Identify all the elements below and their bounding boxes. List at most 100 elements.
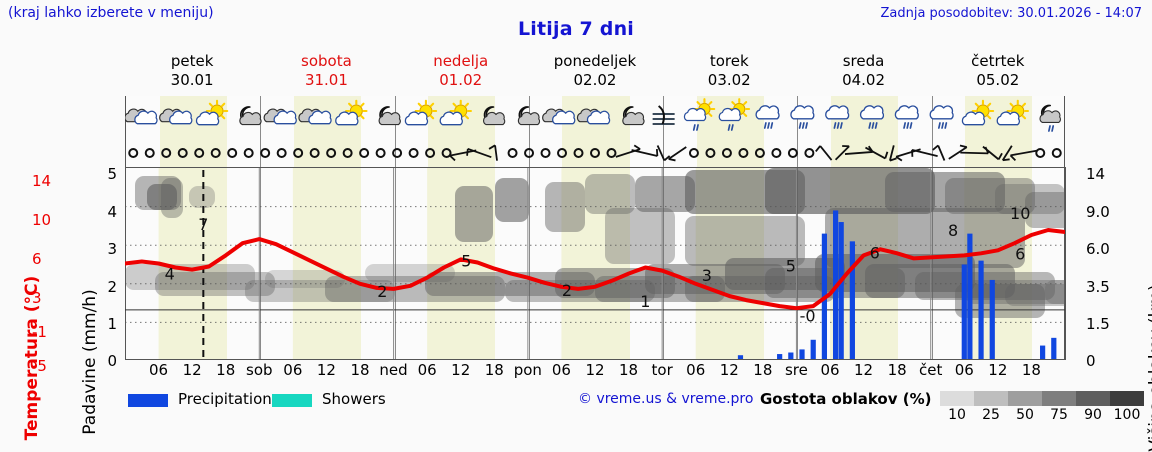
cloud-density-swatch — [1042, 391, 1076, 406]
wind-symbol-calm — [278, 149, 286, 157]
temperature-value-label: 1 — [640, 292, 650, 311]
cloudheight-tick: 0 — [1086, 352, 1096, 370]
wind-symbol-calm — [509, 149, 517, 157]
temperature-value-label: -0 — [800, 306, 816, 325]
wind-symbol-calm — [525, 149, 533, 157]
weather-icon-cloud-rain-moon — [1040, 105, 1060, 131]
copyright-text[interactable]: © vreme.us & vreme.pro — [578, 391, 753, 407]
precipitation-tick: 0 — [97, 352, 117, 370]
wind-symbol-calm — [311, 149, 319, 157]
x-tick-label: 18 — [1022, 361, 1041, 379]
day-name: ponedeljek — [528, 52, 662, 71]
temperature-value-label: 6 — [1015, 244, 1025, 263]
page-header: (kraj lahko izberete v meniju) Litija 7 … — [0, 0, 1152, 32]
weather-icon-cloud — [125, 109, 157, 124]
x-tick-label: sob — [246, 361, 273, 379]
weather-icon-cloud-rain — [895, 106, 918, 128]
wind-symbol-calm — [607, 149, 615, 157]
wind-symbol-calm — [162, 149, 170, 157]
temperature-value-label: 10 — [1010, 204, 1030, 223]
cloud-density-swatch — [940, 391, 974, 406]
wind-symbol-barb — [467, 149, 491, 157]
day-date: 31.01 — [259, 71, 393, 90]
precipitation-tick: 2 — [97, 278, 117, 296]
x-tick-label: sre — [785, 361, 808, 379]
wind-symbol-calm — [723, 149, 731, 157]
x-tick-label: 18 — [485, 361, 504, 379]
x-tick-label: 18 — [753, 361, 772, 379]
weather-icon-cloud-moon — [240, 107, 261, 125]
cloud-density-legend-title: Gostota oblakov (%) — [760, 390, 931, 408]
x-tick-label: 12 — [585, 361, 604, 379]
wind-symbol-calm — [228, 149, 236, 157]
precipitation-tick: 4 — [97, 203, 117, 221]
cloudheight-axis-title: Višina oblakov (km) — [1126, 168, 1152, 368]
wind-symbol-calm — [327, 149, 335, 157]
weather-icon-cloud-rain-sun — [684, 99, 714, 130]
x-tick-label: 06 — [149, 361, 168, 379]
x-tick-label: 06 — [283, 361, 302, 379]
chart-legend: Precipitation Showers © vreme.us & vreme… — [0, 388, 1152, 428]
wind-symbol-calm — [575, 149, 583, 157]
x-tick-label: 06 — [418, 361, 437, 379]
wind-symbol-calm — [426, 149, 434, 157]
wind-symbol-barb — [1003, 146, 1012, 161]
wind-symbol-calm — [410, 149, 418, 157]
cloud-density-swatch — [1076, 391, 1110, 406]
x-tick-label: pon — [514, 361, 542, 379]
page-title: Litija 7 dni — [0, 18, 1152, 40]
x-tick-label: 06 — [552, 361, 571, 379]
weather-icon-cloud-sun — [440, 101, 471, 125]
wind-symbol-calm — [690, 149, 698, 157]
wind-symbol-calm — [195, 149, 203, 157]
day-name: sobota — [259, 52, 393, 71]
wind-symbol-calm — [739, 149, 747, 157]
wind-symbol-barb — [669, 147, 687, 160]
temperature-axis-title: Temperatura (°C) — [2, 172, 28, 358]
temperature-tick: 14 — [32, 172, 51, 190]
weather-icon-cloud-moon — [484, 107, 505, 125]
last-update-text: Zadnja posodobitev: 30.01.2026 - 14:07 — [880, 6, 1142, 21]
x-tick-label: 06 — [955, 361, 974, 379]
wind-symbol-calm — [146, 149, 154, 157]
x-tick-label: 12 — [183, 361, 202, 379]
wind-symbol-calm — [212, 149, 220, 157]
day-name: torek — [662, 52, 796, 71]
weather-icon-cloud — [577, 109, 609, 124]
x-tick-label: 12 — [988, 361, 1007, 379]
wind-symbol-calm — [443, 149, 451, 157]
cloudheight-tick: 1.5 — [1086, 315, 1110, 333]
wind-symbol-calm — [805, 149, 813, 157]
wind-symbol-calm — [558, 149, 566, 157]
weather-icon-cloud-sun — [962, 101, 993, 125]
weather-icon-cloud-rain — [826, 106, 849, 128]
wind-symbol-calm — [789, 149, 797, 157]
cloud-density-tick: 50 — [1008, 407, 1042, 423]
cloud-density-tick: 100 — [1110, 407, 1144, 423]
weather-icon-cloud — [543, 109, 575, 124]
weather-icon-cloud-rain — [930, 106, 953, 128]
cloud-density-tick: 75 — [1042, 407, 1076, 423]
wind-symbol-barb — [890, 145, 897, 160]
day-name: sreda — [796, 52, 930, 71]
wind-symbol-calm — [179, 149, 187, 157]
precipitation-tick: 5 — [97, 165, 117, 183]
weather-icon-cloud-sun — [997, 101, 1028, 125]
day-date: 30.01 — [125, 71, 259, 90]
wind-symbol-barb — [632, 149, 658, 156]
x-tick-label: 12 — [720, 361, 739, 379]
day-name: petek — [125, 52, 259, 71]
weather-icon-cloud-sun — [197, 101, 228, 125]
temperature-tick: 10 — [32, 211, 51, 229]
weather-icon-cloud-rain — [756, 106, 779, 128]
wind-symbol-calm — [393, 149, 401, 157]
wind-symbol-barb — [912, 150, 938, 157]
x-tick-label: 12 — [854, 361, 873, 379]
